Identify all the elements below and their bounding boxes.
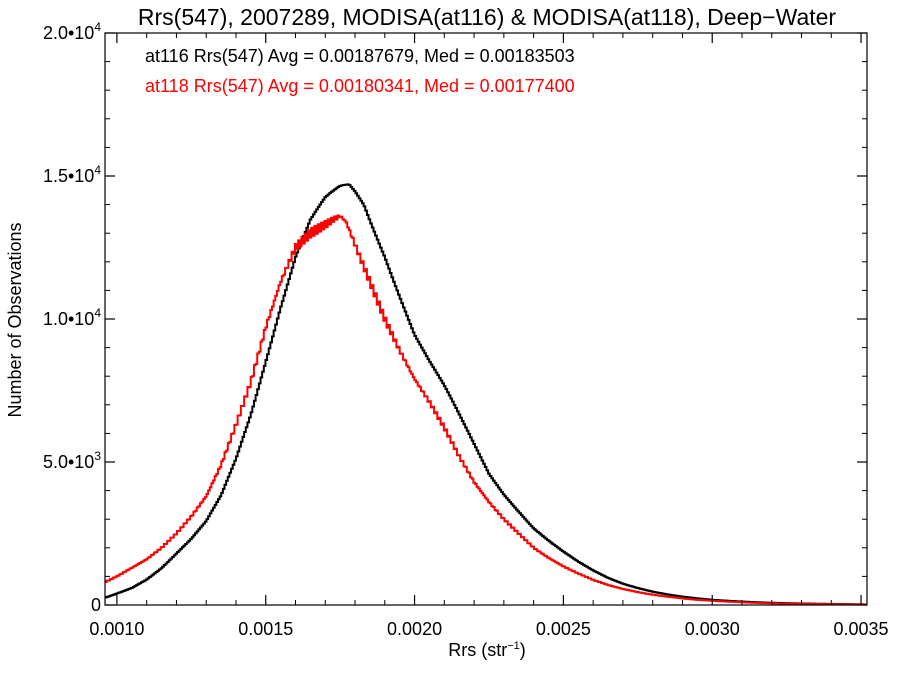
x-axis-ticks: 0.0010 0.0015 0.0020 0.0025 0.0030 0.0035: [89, 33, 889, 639]
x-tick-label: 0.0030: [685, 619, 740, 639]
x-axis-label-close: ): [520, 640, 526, 660]
y-tick-label: 2.0•104: [43, 20, 101, 43]
annotation-at116: at116 Rrs(547) Avg = 0.00187679, Med = 0…: [145, 46, 575, 66]
y-tick-label-exponent: 4: [94, 20, 101, 34]
y-tick-label-exponent: 3: [94, 449, 101, 463]
y-tick-label-base: 2.0•10: [43, 23, 94, 43]
y-axis-label: Number of Observations: [5, 222, 25, 417]
y-tick-label: 5.0•103: [43, 449, 101, 472]
plot-frame: [104, 32, 868, 606]
y-tick-label-base: 5.0•10: [43, 452, 94, 472]
y-tick-label: 1.5•104: [43, 163, 101, 186]
y-tick-label-exponent: 4: [94, 306, 101, 320]
y-tick-label-base: 1.0•10: [43, 309, 94, 329]
x-tick-label: 0.0015: [238, 619, 293, 639]
x-tick-label: 0.0025: [536, 619, 591, 639]
y-tick-label-base: 0: [91, 595, 101, 615]
y-tick-label-exponent: 4: [94, 163, 101, 177]
x-axis-label-exponent: −1: [507, 640, 520, 652]
annotation-at118: at118 Rrs(547) Avg = 0.00180341, Med = 0…: [145, 76, 575, 96]
histogram-series-at118: [105, 214, 868, 606]
series-layer: [105, 183, 868, 606]
y-tick-label-base: 1.5•10: [43, 166, 94, 186]
x-axis-label-main: Rrs (str: [448, 640, 507, 660]
y-tick-label: 1.0•104: [43, 306, 101, 329]
x-tick-label: 0.0020: [387, 619, 442, 639]
x-tick-label: 0.0010: [89, 619, 144, 639]
x-tick-label: 0.0035: [834, 619, 889, 639]
x-axis-label: Rrs (str−1): [448, 640, 526, 660]
chart-title: Rrs(547), 2007289, MODISA(at116) & MODIS…: [138, 4, 837, 30]
y-tick-label: 0: [91, 595, 101, 615]
